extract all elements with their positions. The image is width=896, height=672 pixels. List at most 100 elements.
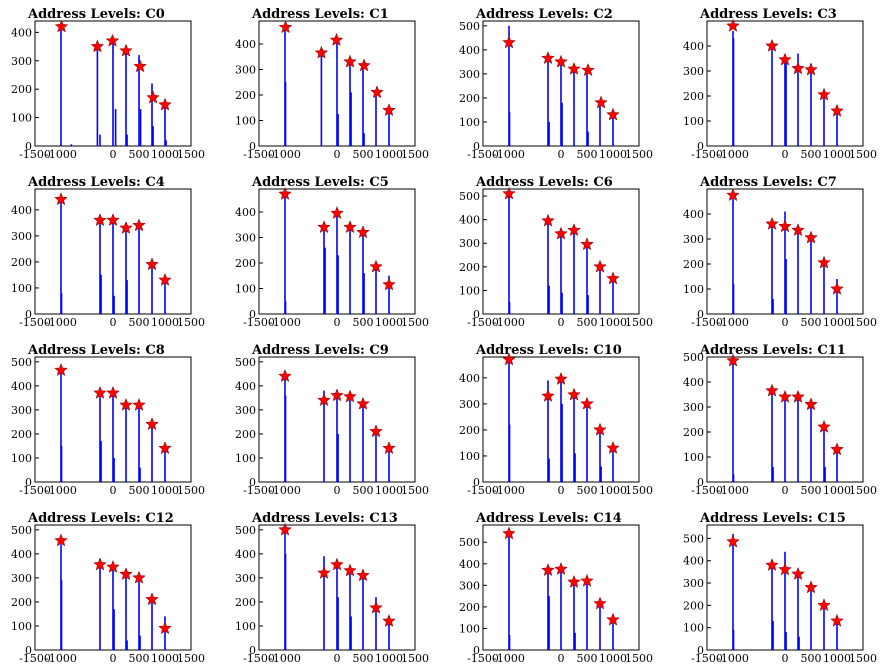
chart-panel: Address Levels: C6 0 100 200 300 400 500 -1500-…	[459, 175, 653, 329]
chart-title: Address Levels: C1	[251, 7, 389, 22]
chart-title: Address Levels: C6	[475, 175, 613, 190]
chart-panel: Address Levels: C7 0 100 200 300 400 -1500-100…	[683, 175, 877, 329]
peak-marker	[105, 33, 120, 47]
y-tick-label: 200	[235, 596, 256, 609]
y-tick-label: 300	[683, 401, 704, 414]
chart-title: Address Levels: C5	[251, 175, 389, 190]
x-tick-label: 500	[353, 148, 374, 161]
peak-marker	[567, 574, 581, 588]
peak-marker	[804, 580, 818, 594]
x-tick-label: 0	[110, 316, 117, 329]
peak-marker	[502, 35, 516, 49]
x-tick-label: -1500	[467, 316, 499, 329]
peak-marker	[581, 63, 595, 77]
y-tick-label: 100	[683, 115, 704, 128]
peak-marker	[54, 192, 68, 206]
x-tick-label: 500	[353, 484, 374, 497]
peak-marker	[726, 18, 740, 32]
x-tick-label: 1000	[599, 148, 627, 161]
x-tick-label: 1000	[823, 316, 851, 329]
chart-panel: Address Levels: C10 0 100 200 300 400 -1500-10…	[459, 343, 653, 497]
peak-marker	[317, 220, 331, 234]
y-tick-label: 300	[459, 237, 480, 250]
y-tick-label: 500	[459, 190, 480, 203]
peak-marker	[541, 388, 555, 402]
x-tick-label: 1500	[849, 148, 877, 161]
peak-marker	[343, 563, 357, 577]
peak-marker	[778, 389, 792, 403]
peak-marker	[158, 621, 172, 635]
x-tick-label: -1000	[717, 652, 749, 665]
peak-marker	[278, 368, 292, 383]
y-tick-label: 200	[11, 596, 32, 609]
peak-marker	[369, 424, 383, 438]
peak-marker	[119, 567, 133, 581]
peak-marker	[791, 566, 805, 580]
y-tick-label: 200	[11, 83, 32, 96]
x-tick-label: -1000	[493, 148, 525, 161]
peak-marker	[554, 561, 568, 575]
chart-panel: Address Levels: C11 0 100 200 300 400 500 -1500…	[683, 343, 877, 497]
x-tick-label: -1000	[493, 484, 525, 497]
peak-marker	[132, 570, 146, 584]
x-tick-label: -1500	[243, 652, 275, 665]
peak-marker	[830, 103, 844, 117]
chart-panel: Address Levels: C2 0 100 200 300 400 500 -1500-…	[459, 7, 653, 161]
x-tick-label: 1000	[599, 652, 627, 665]
peak-marker	[54, 533, 68, 547]
peak-marker	[580, 573, 594, 587]
y-tick-label: 400	[235, 380, 256, 393]
x-tick-label: 1000	[599, 484, 627, 497]
x-tick-label: 500	[577, 316, 598, 329]
x-tick-label: -1500	[19, 484, 51, 497]
x-tick-label: -1000	[45, 484, 77, 497]
chart-title: Address Levels: C14	[475, 511, 622, 526]
peak-marker	[593, 422, 607, 436]
chart-title: Address Levels: C9	[251, 343, 389, 358]
peak-marker	[119, 43, 133, 57]
x-tick-label: -1000	[493, 652, 525, 665]
peak-marker	[317, 393, 331, 407]
x-tick-label: 500	[129, 652, 150, 665]
peak-marker	[54, 19, 69, 33]
y-tick-label: 400	[683, 40, 704, 53]
x-tick-label: 1500	[849, 484, 877, 497]
y-tick-label: 100	[459, 284, 480, 297]
peak-marker	[119, 220, 133, 234]
peak-marker	[765, 216, 779, 230]
x-tick-label: 0	[334, 484, 341, 497]
peak-marker	[369, 259, 383, 273]
y-tick-label: 400	[235, 38, 256, 51]
peak-marker	[343, 389, 357, 403]
y-tick-label: 100	[11, 452, 32, 465]
x-tick-label: -1000	[717, 316, 749, 329]
peak-marker	[382, 441, 396, 455]
y-tick-label: 100	[235, 114, 256, 127]
x-tick-label: 500	[129, 316, 150, 329]
y-tick-label: 100	[11, 620, 32, 633]
y-tick-label: 300	[11, 572, 32, 585]
y-tick-label: 500	[11, 356, 32, 369]
y-tick-label: 300	[459, 68, 480, 81]
x-tick-label: 1500	[849, 316, 877, 329]
peak-marker	[145, 257, 159, 271]
x-tick-label: 1500	[625, 484, 653, 497]
x-tick-label: -1000	[269, 652, 301, 665]
peak-marker	[765, 383, 779, 397]
chart-panel: Address Levels: C9 0 100 200 300 400 500 -1500-…	[235, 343, 429, 497]
peak-marker	[382, 613, 396, 627]
x-tick-label: 500	[801, 484, 822, 497]
y-tick-label: 0	[697, 644, 704, 657]
peak-marker	[145, 417, 159, 431]
y-tick-label: 400	[11, 26, 32, 39]
y-tick-label: 300	[459, 398, 480, 411]
x-tick-label: -1500	[691, 316, 723, 329]
peak-marker	[278, 20, 293, 34]
x-tick-label: 500	[353, 316, 374, 329]
peak-marker	[158, 97, 172, 111]
peak-marker	[330, 388, 344, 402]
x-tick-label: -1500	[691, 484, 723, 497]
peak-marker	[593, 259, 607, 273]
peak-marker	[830, 281, 844, 295]
peak-marker	[541, 51, 555, 65]
